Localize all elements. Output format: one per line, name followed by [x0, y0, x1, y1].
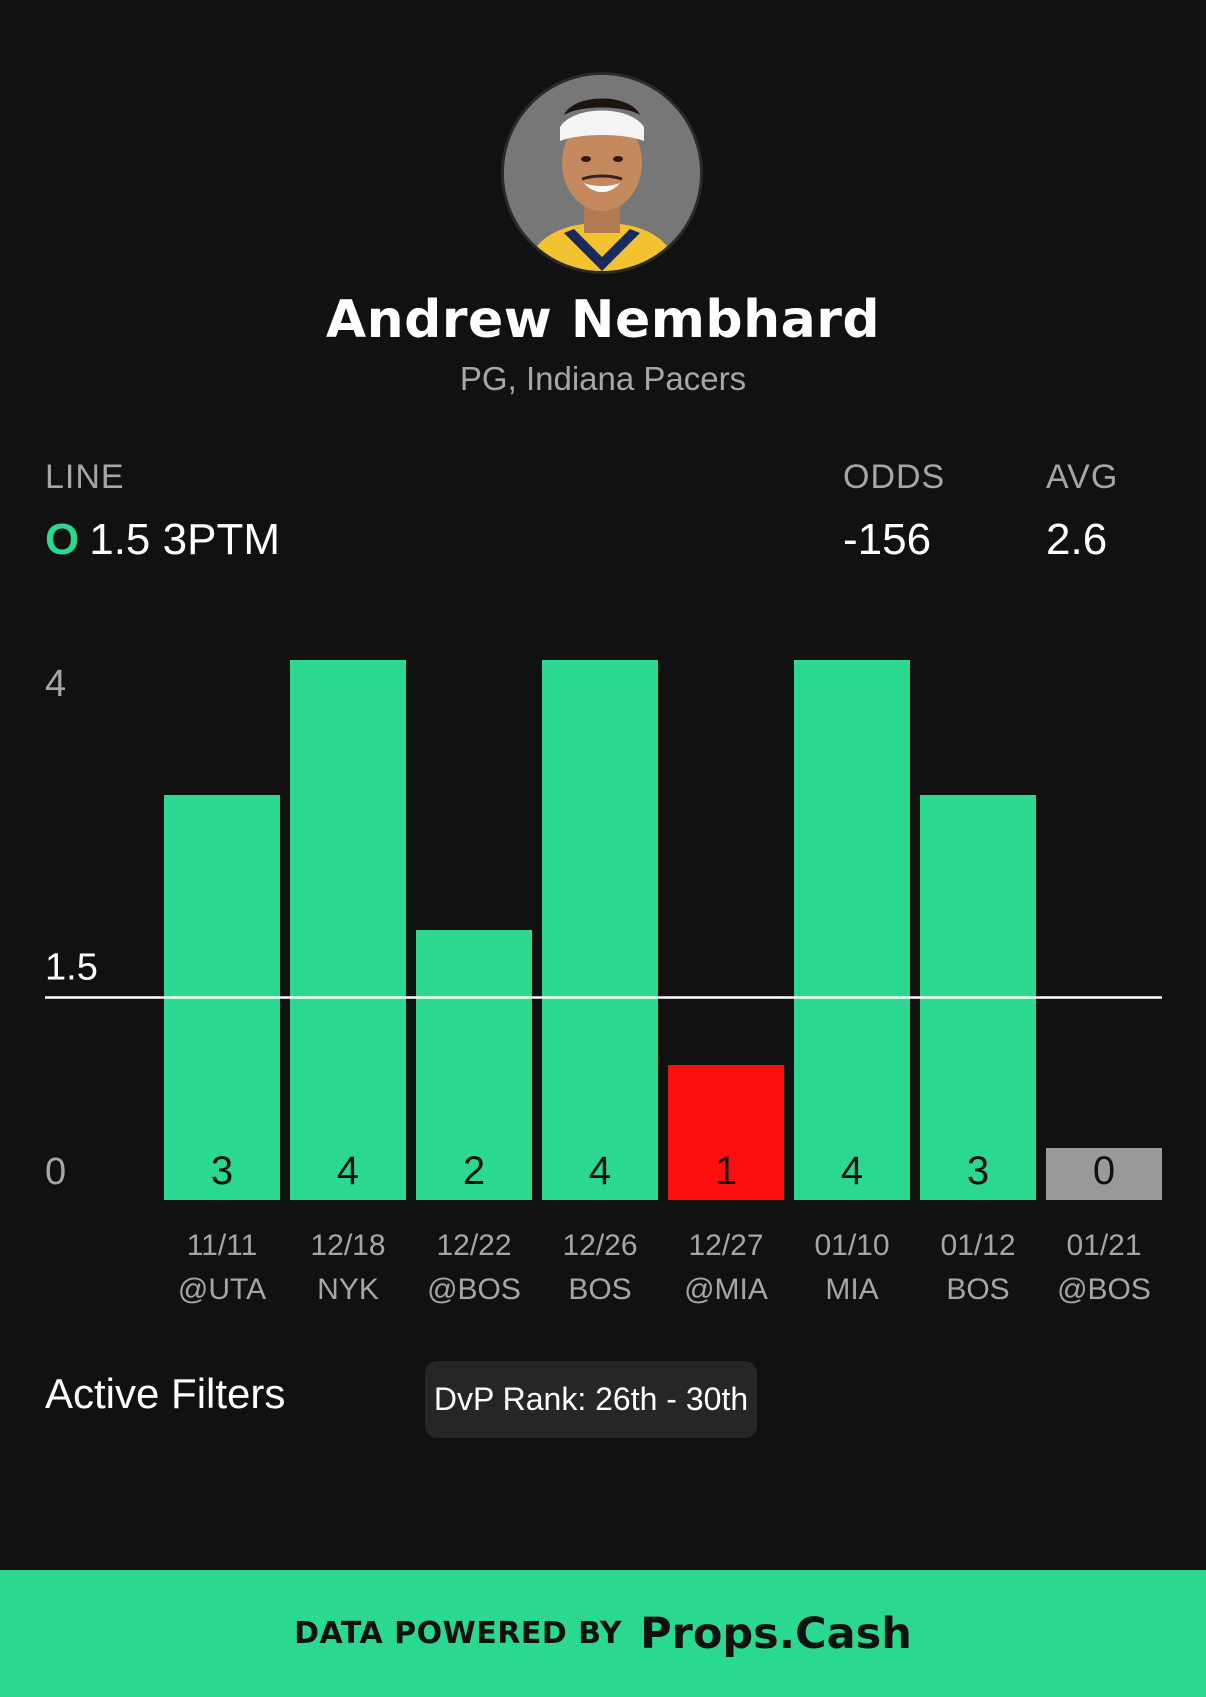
line-label: LINE [45, 458, 125, 496]
line-value-text: 1.5 3PTM [89, 515, 280, 564]
x-tick-date: 11/11 [187, 1229, 258, 1262]
player-avatar [501, 72, 703, 274]
x-tick-opponent: NYK [317, 1273, 379, 1306]
x-tick-opponent: @UTA [178, 1273, 266, 1306]
x-tick-opponent: @BOS [427, 1273, 521, 1306]
over-marker: O [45, 515, 80, 564]
x-tick-opponent: @MIA [684, 1273, 768, 1306]
avg-label: AVG [1046, 458, 1119, 496]
x-tick-date: 01/10 [814, 1229, 889, 1262]
bar [794, 660, 910, 1200]
footer-prefix: DATA POWERED BY [294, 1616, 623, 1651]
player-name: Andrew Nembhard [325, 290, 881, 350]
x-tick-date: 12/26 [562, 1229, 637, 1262]
footer-banner: DATA POWERED BY Props.Cash [0, 1570, 1206, 1697]
bar [1046, 1148, 1162, 1200]
line-value: O 1.5 3PTM [45, 515, 280, 565]
footer-brand[interactable]: Props.Cash [640, 1608, 912, 1659]
x-tick-opponent: @BOS [1057, 1273, 1151, 1306]
x-tick-opponent: BOS [568, 1273, 631, 1306]
x-tick-date: 01/21 [1066, 1229, 1141, 1262]
active-filters-title: Active Filters [45, 1370, 286, 1417]
bar [542, 660, 658, 1200]
bar-value-label: 1 [715, 1149, 737, 1193]
player-position-team: PG, Indiana Pacers [459, 360, 747, 397]
bar-value-label: 4 [589, 1149, 611, 1193]
bar-value-label: 3 [967, 1149, 989, 1193]
player-photo [504, 75, 700, 271]
bar-value-label: 4 [841, 1149, 863, 1193]
game-log-bar-chart: 3 11/11 @UTA 4 12/18 NYK 2 12/22 @BOS 4 12/26 BOS 1 1… [45, 660, 1162, 1306]
x-tick-date: 12/18 [310, 1229, 385, 1262]
bar [416, 930, 532, 1200]
bar-value-label: 0 [1093, 1149, 1115, 1193]
bar-value-label: 4 [337, 1149, 359, 1193]
x-tick-date: 12/22 [436, 1229, 511, 1262]
x-tick-date: 12/27 [688, 1229, 763, 1262]
y-tick-label: 0 [45, 1151, 66, 1193]
odds-value: -156 [843, 515, 932, 564]
bar [290, 660, 406, 1200]
x-tick-date: 01/12 [940, 1229, 1015, 1262]
odds-label: ODDS [843, 458, 946, 496]
x-tick-opponent: MIA [825, 1273, 878, 1306]
bar-value-label: 2 [463, 1149, 485, 1193]
x-tick-opponent: BOS [946, 1273, 1009, 1306]
bar-value-label: 3 [211, 1149, 233, 1193]
y-tick-label: 4 [45, 663, 66, 705]
y-tick-label: 1.5 [45, 947, 98, 989]
filter-chip-dvp-rank[interactable]: DvP Rank: 26th - 30th [425, 1361, 757, 1438]
avg-value: 2.6 [1046, 515, 1108, 564]
bar [668, 1065, 784, 1200]
